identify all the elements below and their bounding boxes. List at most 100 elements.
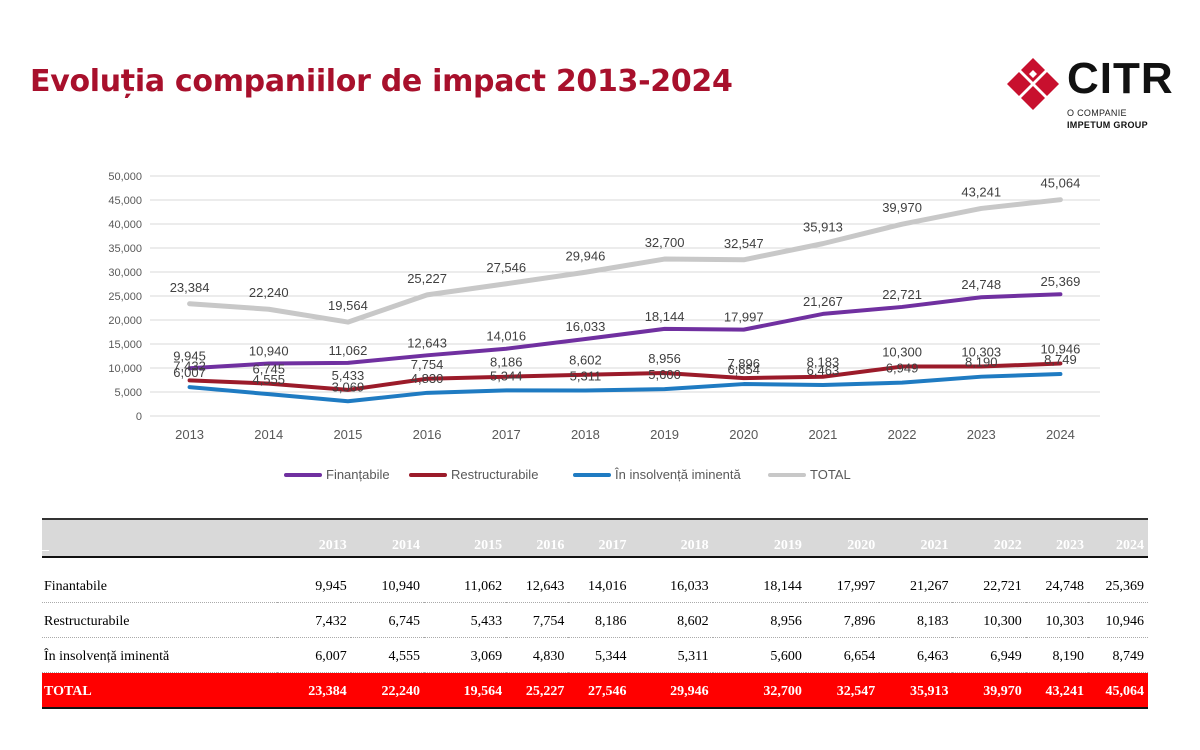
data-label: 11,062 [329, 343, 368, 358]
table-cell: 6,654 [805, 637, 880, 673]
table-cell: 17,997 [805, 557, 880, 603]
data-label: 27,546 [486, 260, 526, 275]
data-label: 9,945 [173, 348, 206, 363]
data-label: 32,700 [645, 235, 685, 250]
table-cell: 7,754 [506, 602, 569, 638]
table-year-header: 2022 [993, 538, 1022, 553]
table-total-cell: 45,064 [1087, 672, 1148, 709]
x-tick-label: 2016 [413, 427, 442, 442]
data-label: 8,190 [965, 355, 998, 370]
data-label: 32,547 [724, 236, 764, 251]
table-cell: 5,311 [630, 637, 713, 673]
table-cell: 6,007 [277, 637, 351, 673]
table-total-cell: 25,227 [506, 672, 569, 709]
legend-label: În insolvență iminentă [614, 467, 742, 482]
y-tick-label: 15,000 [108, 339, 142, 351]
table-cell: 5,344 [568, 637, 631, 673]
data-label: 10,303 [961, 345, 1001, 360]
data-label: 7,896 [727, 356, 760, 371]
data-label: 45,064 [1041, 176, 1081, 191]
table-cell: 5,600 [712, 637, 806, 673]
table-row-label: Restructurabile [42, 602, 278, 638]
table-total-row: TOTAL 23,384 22,240 19,564 25,227 27,546 29,94… [42, 672, 1148, 709]
table-cell: 9,945 [277, 557, 351, 603]
table-year-header: 2018 [680, 538, 709, 553]
table-cell: 25,369 [1087, 557, 1148, 603]
legend-label: TOTAL [810, 467, 851, 482]
y-tick-label: 35,000 [108, 243, 142, 255]
y-tick-label: 10,000 [108, 363, 142, 375]
data-label: 8,186 [490, 355, 523, 370]
table-total-cell: 32,547 [805, 672, 880, 709]
y-tick-label: 20,000 [108, 315, 142, 327]
data-label: 5,433 [332, 368, 365, 383]
x-tick-label: 2020 [729, 427, 758, 442]
table-total-cell: 39,970 [952, 672, 1026, 709]
y-tick-label: 50,000 [108, 171, 142, 183]
table-total-cell: 43,241 [1025, 672, 1088, 709]
table-cell: 8,602 [630, 602, 713, 638]
data-label: 5,311 [570, 369, 602, 384]
diamond-logo-icon [1007, 58, 1059, 110]
data-label: 19,564 [328, 298, 368, 313]
data-label: 7,754 [411, 357, 444, 372]
data-label: 5,600 [648, 367, 681, 382]
table-cell: 4,830 [506, 637, 569, 673]
table-total-cell: 23,384 [277, 672, 351, 709]
table-year-header: 2014 [391, 538, 420, 553]
data-label: 17,997 [724, 310, 764, 325]
logo-tagline: O COMPANIE [1067, 108, 1127, 118]
table-cell: 12,643 [506, 557, 569, 603]
table-row-label: Finantabile [42, 557, 278, 603]
table-corner-cell: _ [42, 538, 49, 553]
table-row-label: În insolvență iminentă [42, 637, 278, 673]
x-tick-label: 2019 [650, 427, 679, 442]
table-year-header: 2024 [1116, 538, 1144, 553]
table-cell: 24,748 [1025, 557, 1088, 603]
citr-logo: CITR O COMPANIE IMPETUM GROUP [1005, 54, 1185, 136]
series-line-insolventa [187, 372, 1063, 404]
table-total-cell: 22,240 [350, 672, 424, 709]
table-cell: 6,949 [952, 637, 1026, 673]
table-cell: 8,186 [568, 602, 631, 638]
table-cell: 8,749 [1087, 637, 1148, 673]
table-row: Finantabile 9,945 10,940 11,062 12,643 14,016… [42, 557, 1148, 603]
table-cell: 16,033 [630, 557, 713, 603]
table-year-header: 2013 [318, 538, 347, 553]
data-label: 35,913 [803, 220, 843, 235]
table-cell: 8,183 [879, 602, 953, 638]
x-tick-label: 2022 [888, 427, 917, 442]
data-label: 6,949 [886, 361, 919, 376]
page-title: Evoluția companiilor de impact 2013-2024 [30, 64, 733, 99]
table-cell: 8,190 [1025, 637, 1088, 673]
data-label: 39,970 [882, 200, 922, 215]
x-tick-label: 2013 [175, 427, 204, 442]
y-tick-label: 0 [136, 411, 142, 423]
line-chart: 0 5,000 10,000 15,000 20,000 25,000 30,000 35,0… [108, 171, 1100, 482]
table-year-header: 2020 [847, 538, 876, 553]
data-label: 29,946 [566, 248, 606, 263]
y-tick-label: 40,000 [108, 219, 142, 231]
data-label: 23,384 [170, 280, 210, 295]
table-cell: 3,069 [423, 637, 507, 673]
x-tick-label: 2017 [492, 427, 521, 442]
x-tick-label: 2018 [571, 427, 600, 442]
data-label: 22,240 [249, 285, 289, 300]
table-cell: 6,463 [879, 637, 953, 673]
data-label: 21,267 [803, 294, 843, 309]
x-tick-label: 2015 [333, 427, 362, 442]
data-label: 8,602 [569, 353, 602, 368]
table-total-label: TOTAL [42, 672, 278, 709]
x-tick-label: 2014 [254, 427, 283, 442]
table-cell: 18,144 [712, 557, 806, 603]
table-year-header: 2021 [920, 538, 949, 553]
y-tick-label: 30,000 [108, 267, 142, 279]
data-label: 16,033 [566, 319, 606, 334]
data-label: 7,432 [173, 358, 206, 373]
table-total-cell: 29,946 [630, 672, 713, 709]
series-line-restructurabile [187, 361, 1063, 392]
table-cell: 14,016 [568, 557, 631, 603]
table-cell: 8,956 [712, 602, 806, 638]
series-line-total [187, 197, 1063, 325]
table-cell: 4,555 [350, 637, 424, 673]
